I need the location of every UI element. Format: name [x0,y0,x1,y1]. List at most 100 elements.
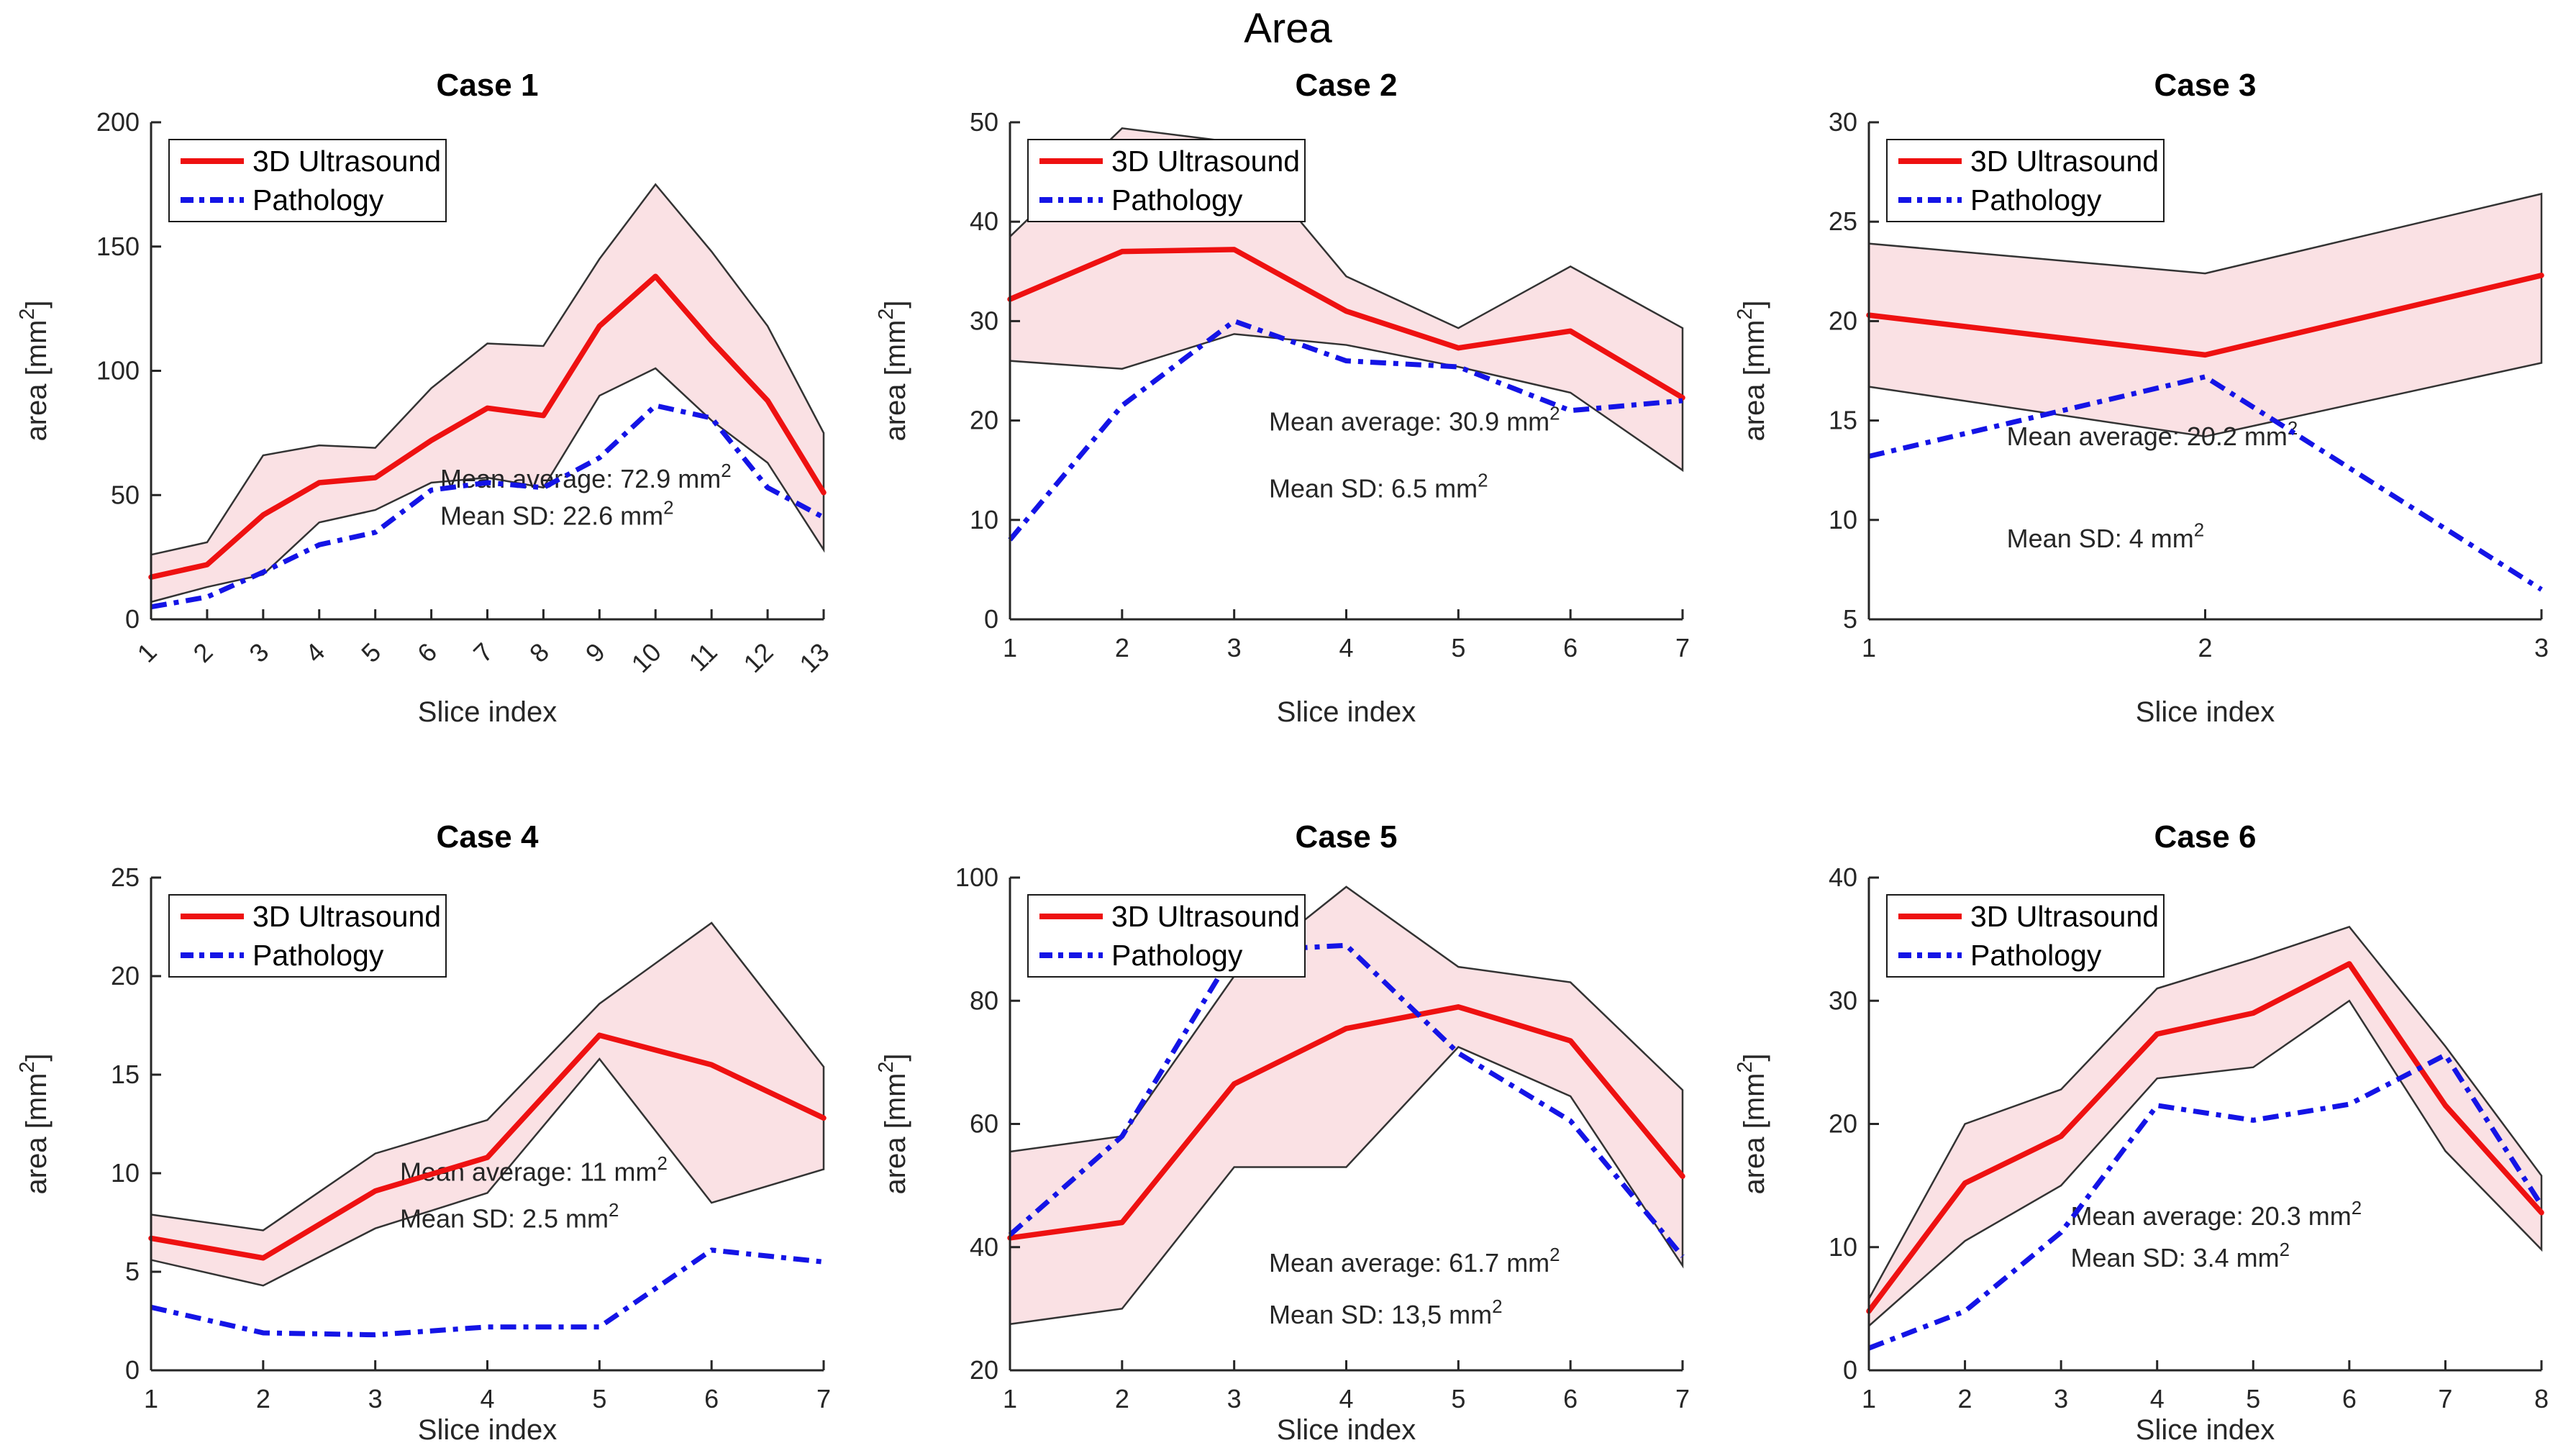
y-tick-label: 30 [1829,985,1857,1015]
ultrasound-line [1866,273,2544,358]
x-tick-label: 2 [1958,1384,1972,1413]
y-tick-label: 0 [1843,1355,1857,1385]
pathology-line [1008,942,1685,1258]
legend-box [1027,894,1306,978]
case-title: Case 2 [1296,68,1398,103]
x-axis-label: Slice index [418,1414,557,1446]
x-tick-label: 4 [1339,1384,1353,1413]
x-tick-label: 1 [1862,1384,1876,1413]
x-tick-label: 7 [2438,1384,2452,1413]
x-tick-label: 4 [2150,1384,2165,1413]
ultrasound-line [148,1032,827,1261]
y-tick-label: 25 [1829,206,1857,236]
case-title: Case 3 [2154,68,2257,103]
ultrasound-line [1866,961,2544,1314]
annotation-mean-average: Mean average: 20.3 mm2 [2071,1198,2362,1231]
y-tick-label: 15 [111,1060,140,1089]
y-tick-label: 100 [955,862,998,892]
y-tick-label: 20 [970,406,998,435]
case-title: Case 5 [1296,819,1398,855]
x-tick-label: 6 [1563,1384,1578,1413]
legend-box [1886,139,2165,222]
x-tick-label: 7 [468,637,499,668]
x-tick-label: 4 [480,1384,494,1413]
y-tick-label: 150 [96,232,140,261]
x-tick-label: 3 [1227,1384,1242,1413]
y-tick-label: 0 [125,1355,140,1385]
legend: 3D Ultrasound Pathology [1886,894,2165,978]
x-axis-label: Slice index [1277,696,1416,728]
y-tick-label: 40 [1829,862,1857,892]
annotation-mean-average: Mean average: 61.7 mm2 [1269,1245,1560,1278]
case-6-subplot: Case 6 Mean average: 20.3 mm2 Mean SD: 3.4… [1734,819,2549,1446]
x-tick-label: 5 [1451,633,1465,662]
legend-ultrasound-label: 3D Ultrasound [252,900,441,933]
x-tick-label: 3 [2534,633,2549,662]
y-tick-label: 200 [96,107,140,137]
x-tick-label: 4 [1339,633,1353,662]
y-tick-label: 80 [970,985,998,1015]
x-tick-label: 1 [1003,1384,1017,1413]
sd-band [150,183,825,604]
x-tick-label: 9 [580,637,611,668]
x-tick-label: 3 [1227,633,1242,662]
x-axis-label: Slice index [2136,1414,2275,1446]
x-tick-label: 3 [2054,1384,2068,1413]
x-tick-label: 7 [1675,633,1690,662]
x-tick-label: 4 [299,637,330,668]
case-2-subplot: Case 2 Mean average: 30.9 mm2 Mean SD: 6.5… [875,68,1690,728]
y-tick-label: 0 [984,604,998,634]
y-tick-label: 60 [970,1109,998,1139]
legend-pathology-label: Pathology [252,183,384,217]
y-tick-label: 10 [111,1158,140,1188]
y-tick-label: 30 [970,306,998,335]
y-tick-label: 25 [111,862,140,892]
legend: 3D Ultrasound Pathology [168,894,447,978]
x-tick-label: 8 [2534,1384,2549,1413]
x-tick-label: 2 [187,637,218,668]
legend-box [1886,894,2165,978]
y-axis-label: area [mm2] [16,1053,53,1194]
legend-ultrasound-label: 3D Ultrasound [1111,145,1300,178]
sd-band [1867,192,2543,437]
ultrasound-line [1007,1004,1685,1241]
x-tick-label: 7 [1675,1384,1690,1413]
legend-ultrasound-label: 3D Ultrasound [1970,900,2159,933]
x-axis-label: Slice index [2136,696,2275,728]
y-tick-label: 100 [96,356,140,386]
case-3-subplot: Case 3 Mean average: 20.2 mm2 Mean SD: 4 m… [1734,68,2549,728]
x-tick-label: 7 [816,1384,831,1413]
ultrasound-line [148,273,827,580]
pathology-line [150,403,825,610]
case-title: Case 6 [2154,819,2257,855]
annotation-mean-sd: Mean SD: 4 mm2 [2007,521,2205,553]
annotation-mean-sd: Mean SD: 13,5 mm2 [1269,1297,1503,1329]
pathology-line [1008,318,1683,542]
x-tick-label: 6 [411,637,442,668]
legend-ultrasound-label: 3D Ultrasound [1970,145,2159,178]
x-tick-label: 6 [704,1384,719,1413]
y-tick-label: 40 [970,1232,998,1262]
x-tick-label: 8 [524,637,555,668]
figure-title: Area [1244,5,1332,52]
legend: 3D Ultrasound Pathology [1886,139,2165,222]
legend: 3D Ultrasound Pathology [168,139,447,222]
y-tick-label: 20 [111,961,140,991]
x-tick-label: 3 [243,637,274,668]
legend-pathology-label: Pathology [1111,183,1243,217]
legend-box [168,894,447,978]
sd-band [1867,926,2543,1329]
y-tick-label: 30 [1829,107,1857,137]
x-tick-label: 1 [132,637,163,668]
x-tick-label: 1 [1862,633,1876,662]
legend-box [1027,139,1306,222]
legend-ultrasound-label: 3D Ultrasound [252,145,441,178]
y-tick-label: 15 [1829,406,1857,435]
x-tick-label: 11 [683,637,722,677]
x-tick-label: 2 [2198,633,2212,662]
annotation-mean-sd: Mean SD: 6.5 mm2 [1269,471,1488,504]
pathology-line [1867,1052,2544,1351]
annotation-mean-sd: Mean SD: 3.4 mm2 [2071,1240,2290,1272]
